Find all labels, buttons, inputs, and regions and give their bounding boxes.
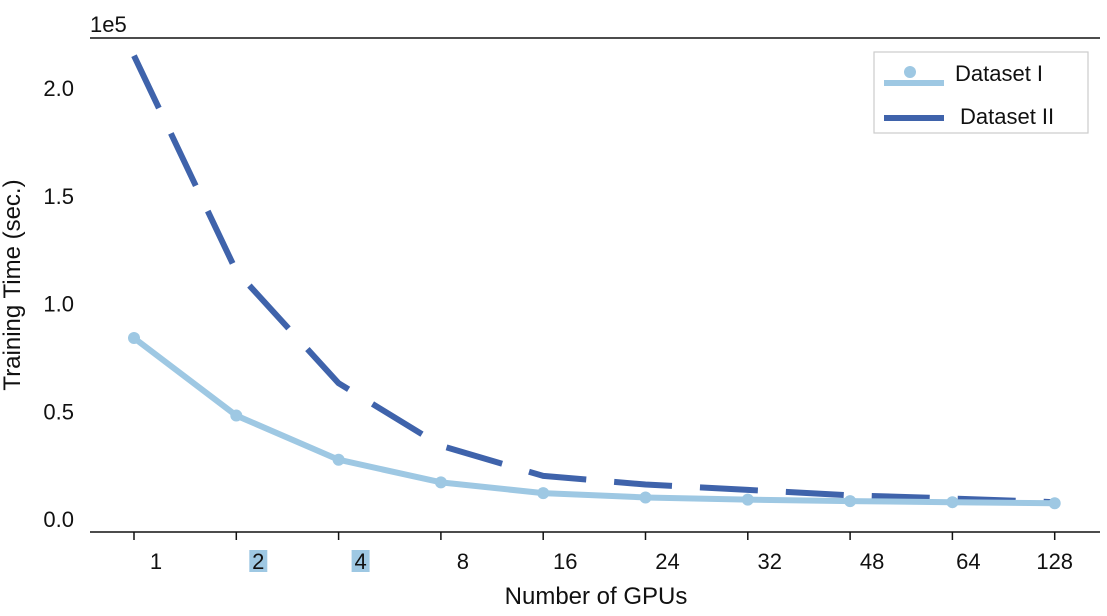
x-tick-label: 1: [150, 549, 162, 574]
data-point-marker: [128, 331, 140, 344]
y-offset-label: 1e5: [90, 12, 127, 37]
y-tick-label: 1.0: [43, 292, 74, 317]
series-line: [131, 334, 1058, 507]
x-tick-label: 48: [860, 549, 884, 574]
x-tick-highlight: [249, 550, 268, 572]
data-point-marker: [741, 493, 754, 506]
data-point-marker: [844, 495, 857, 508]
data-point-marker: [230, 409, 243, 422]
x-tick-label: 8: [457, 549, 469, 574]
x-tick-highlight: [351, 550, 370, 572]
data-point-marker: [946, 496, 959, 509]
x-axis-title: Number of GPUs: [505, 583, 688, 610]
series-lines: [128, 54, 1061, 510]
data-point-marker: [434, 476, 447, 489]
y-tick-label: 1.5: [43, 184, 74, 209]
y-tick-labels: 0.0 0.5 1.0 1.5 2.0: [43, 76, 74, 532]
x-tick-label: 32: [758, 549, 782, 574]
y-tick-label: 0.5: [43, 399, 74, 424]
x-tick-label: 4: [354, 549, 366, 574]
y-tick-label: 0.0: [43, 507, 74, 532]
data-point-marker: [1048, 497, 1061, 510]
data-point-marker: [639, 491, 652, 504]
x-tick-label: 64: [956, 549, 980, 574]
x-tick-label: 128: [1036, 549, 1073, 574]
x-tick-label: 2: [252, 549, 264, 574]
y-axis-title: Training Time (sec.): [0, 179, 26, 390]
legend-marker: [904, 66, 916, 78]
legend-label: Dataset II: [960, 104, 1054, 129]
legend-label: Dataset I: [955, 61, 1043, 86]
legend: Dataset I Dataset II: [873, 51, 1089, 134]
series-line: [131, 54, 1055, 506]
x-tick-labels: 1 2 4 8 16 24 32 48 64 128: [133, 532, 1073, 574]
x-tick-label: 24: [655, 549, 679, 574]
x-tick-label: 16: [553, 549, 577, 574]
data-point-marker: [537, 487, 550, 500]
data-point-marker: [332, 453, 345, 466]
y-tick-label: 2.0: [43, 76, 74, 101]
